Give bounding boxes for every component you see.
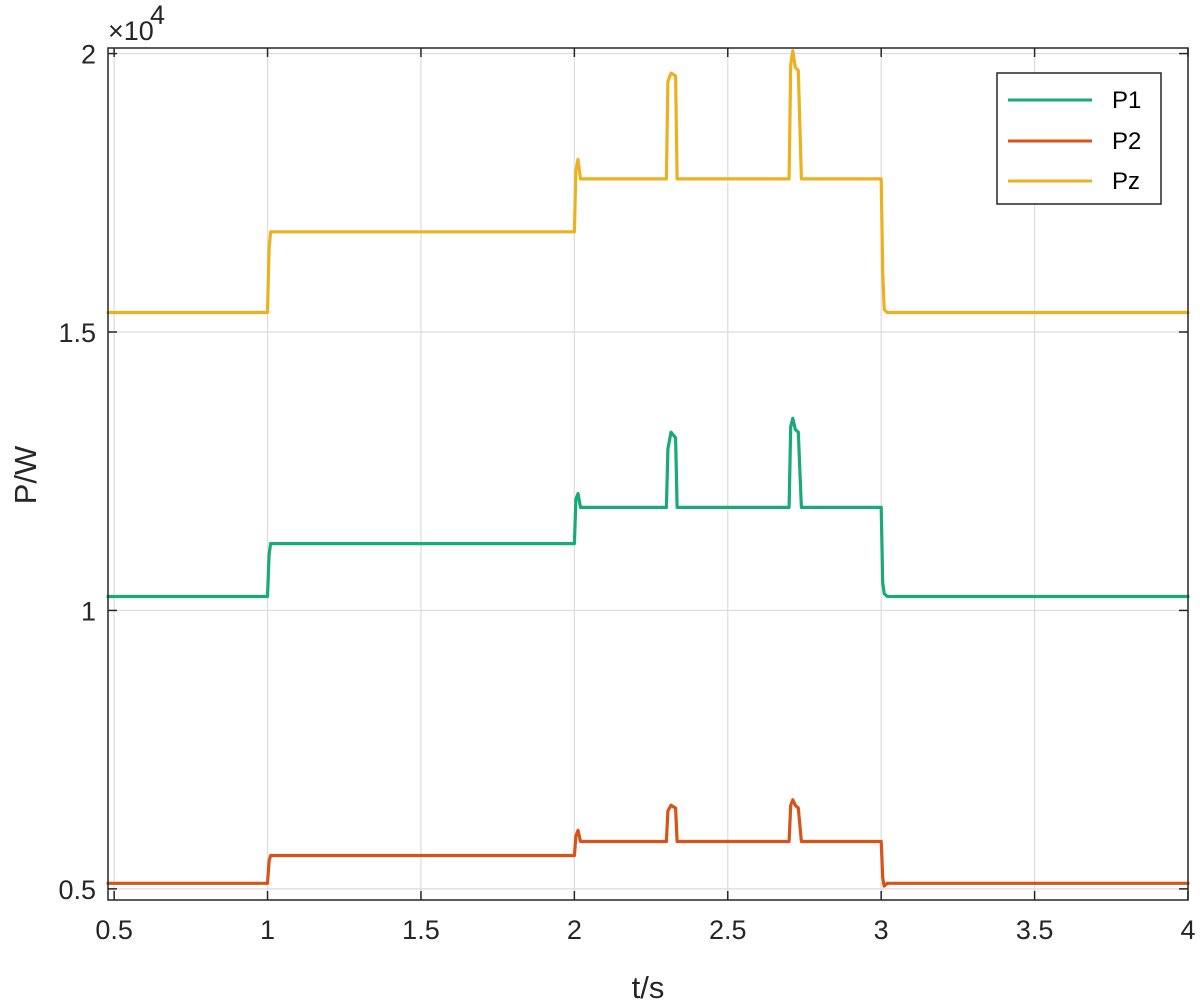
series-layer — [106, 49, 1190, 888]
x-tick-label: 1.5 — [402, 915, 440, 945]
y-tick-label: 2 — [81, 40, 96, 70]
legend-label-pz: Pz — [1112, 168, 1140, 195]
x-tick-labels: 0.5 1 1.5 2 2.5 3 3.5 4 — [95, 915, 1195, 945]
y-exponent-prefix: ×10 — [108, 16, 154, 46]
series-line-p2 — [106, 798, 1190, 888]
legend-label-p1: P1 — [1112, 87, 1141, 114]
legend-label-p2: P2 — [1112, 128, 1141, 155]
x-tick-label: 0.5 — [95, 915, 133, 945]
y-axis-label: P/W — [8, 445, 43, 504]
tick-marks — [108, 48, 1189, 900]
legend: P1 P2 Pz — [996, 72, 1162, 205]
x-tick-label: 3.5 — [1016, 915, 1054, 945]
x-tick-label: 4 — [1180, 915, 1195, 945]
series-line-p1 — [106, 416, 1190, 599]
x-tick-label: 1 — [260, 915, 275, 945]
x-axis-label: t/s — [632, 970, 665, 1003]
series-line-pz — [106, 49, 1190, 315]
y-tick-label: 1.5 — [58, 318, 96, 348]
y-tick-label: 0.5 — [58, 875, 96, 905]
y-tick-labels: 0.5 1 1.5 2 — [58, 40, 96, 905]
plot-frame — [107, 47, 1189, 901]
x-tick-label: 2 — [567, 915, 582, 945]
y-exponent-power: 4 — [150, 0, 165, 30]
x-tick-label: 3 — [874, 915, 889, 945]
x-tick-label: 2.5 — [709, 915, 747, 945]
y-tick-label: 1 — [81, 596, 96, 626]
